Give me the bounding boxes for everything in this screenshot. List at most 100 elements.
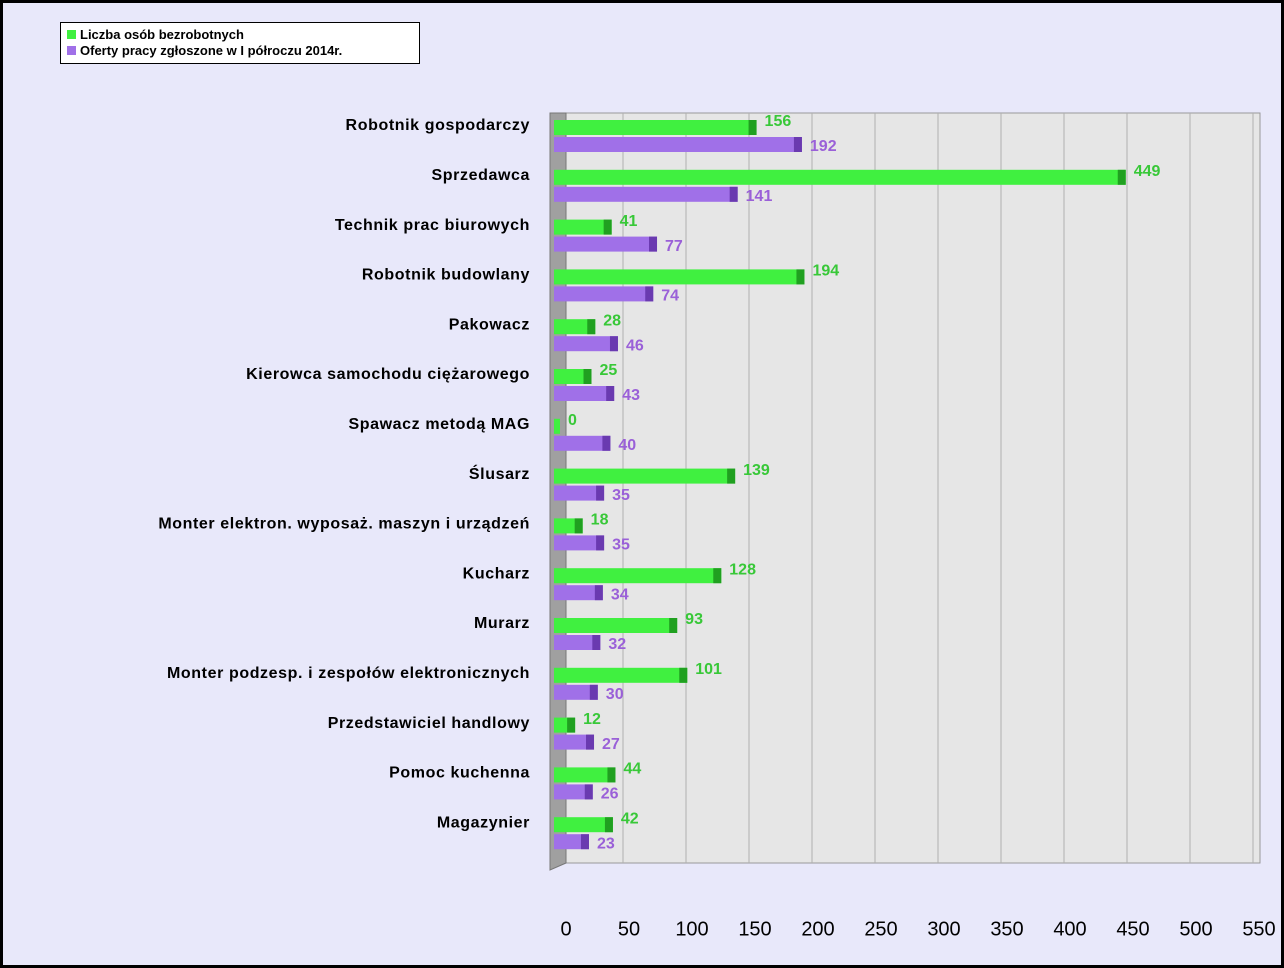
value-label: 23 [597,835,615,852]
bar [554,618,678,633]
bar [554,336,618,352]
category-label: Kierowca samochodu ciężarowego [246,366,530,383]
bar [554,418,560,434]
bar-cap [606,386,615,401]
bar [554,386,615,401]
category-label: Pomoc kuchenna [389,765,530,782]
value-label: 27 [602,736,620,753]
legend-swatch [67,46,76,55]
bar-cap [587,319,596,335]
bar [554,734,595,750]
category-label: Kucharz [463,565,530,582]
bar-cap [596,485,605,501]
bar [554,684,598,700]
x-tick-label: 400 [1053,918,1086,940]
x-tick-label: 250 [864,918,897,940]
value-label: 26 [601,786,619,803]
x-tick-label: 0 [560,918,571,940]
bar [554,137,802,152]
value-label: 34 [611,586,629,603]
bar-cap [748,120,757,135]
bar [554,269,805,285]
x-tick-label: 500 [1179,918,1212,940]
bar [554,834,589,850]
bar [554,435,611,451]
category-label: Monter podzesp. i zespołów elektroniczny… [167,665,530,682]
value-label: 46 [626,337,644,354]
value-label: 74 [661,288,679,305]
value-label: 194 [812,263,839,280]
bar [554,568,722,584]
value-label: 25 [600,362,618,379]
bar-cap [574,518,583,534]
value-label: 30 [606,686,624,703]
bar-cap [594,585,603,601]
bar [554,468,736,484]
value-label: 43 [622,387,640,404]
bar [554,767,616,783]
value-label: 42 [621,810,639,827]
plot-area [565,112,1261,864]
value-label: 40 [618,437,636,454]
bar-cap [713,568,722,584]
legend-label: Liczba osób bezrobotnych [80,27,244,42]
category-label: Monter elektron. wyposaż. maszyn i urząd… [158,516,530,533]
value-label: 93 [685,611,703,628]
legend-swatch [67,30,76,39]
x-tick-label: 550 [1242,918,1275,940]
category-label: Przedstawiciel handlowy [328,715,530,732]
x-tick-label: 100 [675,918,708,940]
value-label: 35 [612,487,630,504]
x-tick-label: 50 [618,918,640,940]
bar-cap [1117,169,1126,185]
bar-cap [584,784,593,800]
value-label: 44 [623,761,641,778]
category-label: Technik prac biurowych [335,217,530,234]
category-label: Spawacz metodą MAG [348,416,530,433]
bar [554,286,654,302]
bar-cap [586,734,595,750]
bar-cap [604,817,613,833]
value-label: 12 [583,711,601,728]
bar [554,319,596,335]
value-label: 139 [743,462,770,479]
legend-label: Oferty pracy zgłoszone w I półroczu 2014… [80,43,343,58]
bar [554,635,601,650]
bar-cap [793,137,802,152]
bar [554,219,612,235]
bar [554,667,688,683]
bar-cap [679,667,688,683]
bar [554,784,593,800]
value-label: 18 [591,512,609,529]
category-label: Murarz [474,615,530,632]
bar-cap [607,767,616,783]
bar [554,120,757,135]
x-tick-label: 200 [801,918,834,940]
value-label: 77 [665,238,683,255]
value-label: 41 [620,213,638,230]
bar-cap [596,535,605,551]
value-label: 192 [810,138,837,155]
bar-cap [796,269,805,285]
value-label: 141 [746,188,773,205]
bar-cap [583,369,592,384]
bar-cap [645,286,654,302]
category-label: Robotnik budowlany [362,267,530,284]
value-label: 28 [603,312,621,329]
value-label: 156 [765,113,792,130]
bar [554,485,605,501]
bar [554,369,592,384]
bar-cap [729,186,738,202]
bar-cap [669,618,678,633]
value-label: 35 [612,537,630,554]
bar [554,186,738,202]
bar [554,585,603,601]
bar-cap [727,468,736,484]
legend-item: Liczba osób bezrobotnych [67,27,413,43]
category-label: Magazynier [437,814,530,831]
x-tick-label: 300 [927,918,960,940]
value-label: 128 [729,561,756,578]
value-label: 0 [568,412,577,429]
